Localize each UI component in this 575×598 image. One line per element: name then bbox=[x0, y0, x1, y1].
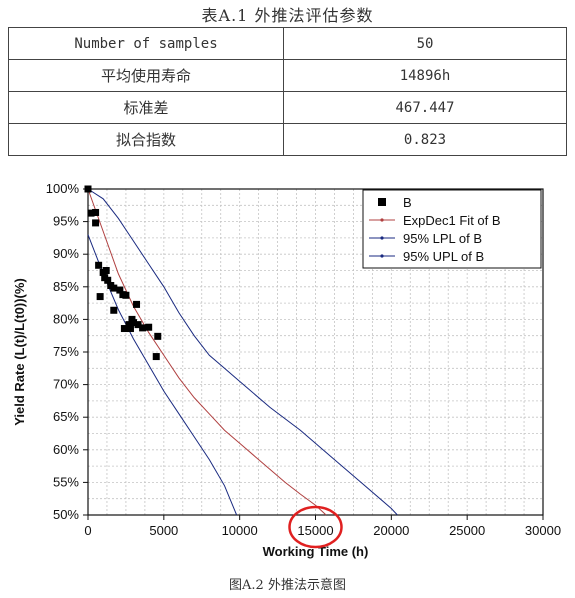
legend-line-marker bbox=[380, 254, 384, 258]
legend-line-marker bbox=[380, 218, 384, 222]
y-tick-label: 60% bbox=[53, 442, 79, 457]
legend-label: ExpDec1 Fit of B bbox=[403, 213, 501, 228]
data-point bbox=[120, 325, 128, 333]
legend-label: B bbox=[403, 195, 412, 210]
data-point bbox=[116, 286, 124, 294]
data-point bbox=[133, 300, 141, 308]
x-tick-label: 20000 bbox=[373, 523, 409, 538]
data-point bbox=[96, 293, 104, 301]
table-title: 表A.1 外推法评估参数 bbox=[201, 6, 374, 25]
y-tick-label: 85% bbox=[53, 279, 79, 294]
legend-label: 95% UPL of B bbox=[403, 249, 484, 264]
data-point bbox=[154, 332, 162, 340]
data-point bbox=[110, 284, 118, 292]
figure-caption: 图A.2 外推法示意图 bbox=[229, 578, 346, 593]
x-tick-label: 25000 bbox=[449, 523, 485, 538]
series-line-95-lpl-of-b bbox=[87, 234, 238, 516]
table-cell-label: 拟合指数 bbox=[8, 123, 284, 156]
data-point bbox=[134, 321, 142, 329]
y-axis-title: Yield Rate (L(t)/L(t0))(%) bbox=[12, 278, 27, 426]
legend-label: 95% LPL of B bbox=[403, 231, 482, 246]
table-cell-value: 50 bbox=[283, 27, 567, 60]
y-tick-label: 95% bbox=[53, 214, 79, 229]
y-tick-label: 75% bbox=[53, 344, 79, 359]
data-point bbox=[152, 353, 160, 361]
y-tick-label: 50% bbox=[53, 507, 79, 522]
x-tick-label: 0 bbox=[84, 523, 91, 538]
y-tick-label: 80% bbox=[53, 311, 79, 326]
data-point bbox=[102, 267, 110, 274]
legend-box bbox=[362, 189, 542, 269]
yield-rate-chart: 0 5000 10000 15000 20000 25000 30000 50% 55% 60% 6… bbox=[12, 181, 561, 559]
data-point bbox=[139, 324, 147, 332]
data-point bbox=[104, 276, 112, 284]
x-tick-label: 10000 bbox=[222, 523, 258, 538]
table-row: 平均使用寿命 14896h bbox=[8, 59, 567, 92]
table-cell-value: 14896h bbox=[283, 59, 567, 92]
highlight-circle bbox=[288, 505, 343, 549]
data-point bbox=[145, 323, 153, 331]
table-row: 拟合指数 0.823 bbox=[8, 123, 567, 156]
data-point bbox=[122, 291, 130, 299]
parameters-table: Number of samples 50 平均使用寿命 14896h 标准差 4… bbox=[8, 27, 567, 156]
x-tick-label: 5000 bbox=[149, 523, 178, 538]
data-point bbox=[126, 325, 134, 333]
series-line-95-upl-of-b bbox=[87, 188, 398, 516]
y-tick-label: 55% bbox=[53, 474, 79, 489]
table-row: Number of samples 50 bbox=[8, 27, 567, 60]
table-cell-label: Number of samples bbox=[8, 27, 284, 60]
data-point bbox=[92, 208, 100, 216]
data-point bbox=[87, 209, 95, 217]
data-point bbox=[95, 261, 103, 269]
data-point bbox=[84, 185, 92, 193]
data-point bbox=[130, 319, 137, 327]
legend-line-marker bbox=[380, 236, 384, 240]
table-cell-value: 0.823 bbox=[283, 123, 567, 156]
table-cell-label: 平均使用寿命 bbox=[8, 59, 284, 92]
y-tick-label: 90% bbox=[53, 246, 79, 261]
table-row: 标准差 467.447 bbox=[8, 91, 567, 124]
legend-marker bbox=[378, 198, 386, 206]
y-tick-label: 100% bbox=[46, 181, 80, 196]
table-cell-value: 467.447 bbox=[283, 91, 567, 124]
x-axis-title: Working Time (h) bbox=[263, 544, 369, 559]
x-tick-label: 15000 bbox=[297, 523, 333, 538]
data-point bbox=[110, 306, 118, 314]
y-tick-label: 70% bbox=[53, 377, 79, 392]
data-point bbox=[92, 219, 100, 227]
table-cell-label: 标准差 bbox=[8, 91, 284, 124]
x-tick-label: 30000 bbox=[525, 523, 561, 538]
y-tick-label: 65% bbox=[53, 409, 79, 424]
data-point bbox=[125, 321, 133, 329]
